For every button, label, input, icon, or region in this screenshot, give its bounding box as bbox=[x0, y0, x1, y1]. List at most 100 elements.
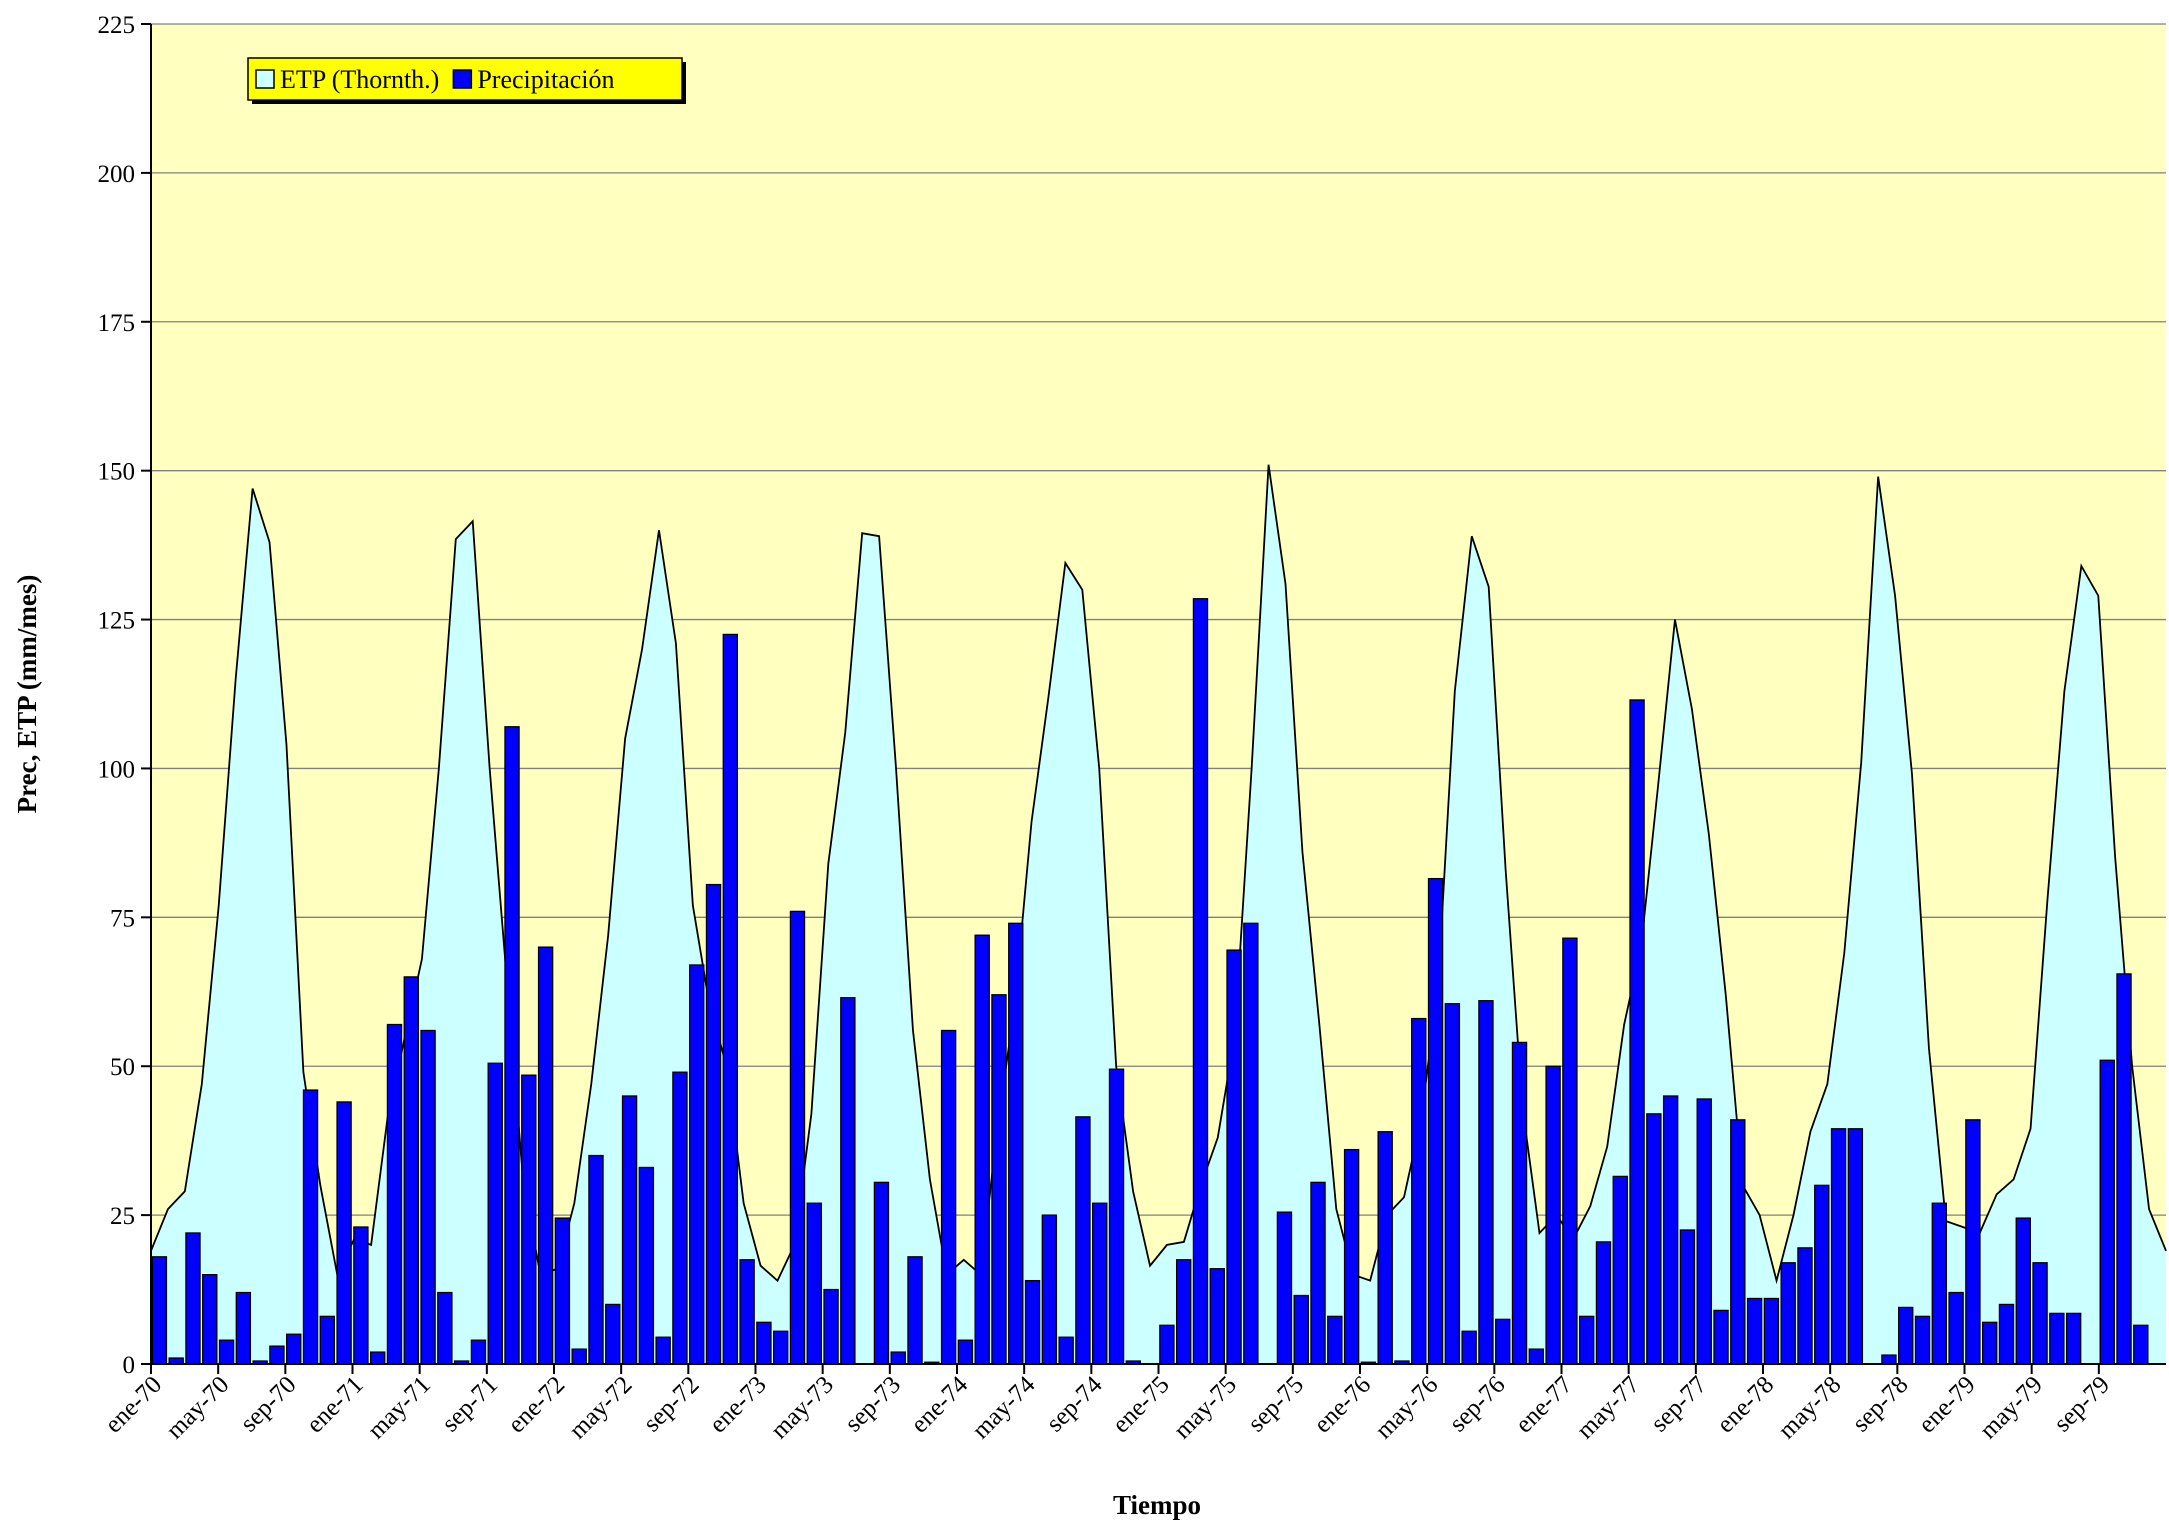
precip-bar bbox=[1780, 1262, 1796, 1365]
precip-bar bbox=[1679, 1229, 1696, 1365]
precip-bar bbox=[1814, 1184, 1830, 1365]
precip-bar bbox=[403, 976, 419, 1365]
precip-bar bbox=[319, 1315, 336, 1365]
precip-bar bbox=[286, 1333, 302, 1365]
precip-bar bbox=[1528, 1348, 1545, 1365]
precip-bar bbox=[235, 1291, 252, 1365]
precip-bar bbox=[1898, 1306, 1914, 1365]
precip-bar bbox=[470, 1339, 487, 1365]
precip-bar bbox=[185, 1232, 201, 1365]
precip-bar bbox=[1041, 1214, 1058, 1365]
precip-bar bbox=[1293, 1294, 1309, 1365]
precip-bar bbox=[218, 1339, 235, 1365]
precip-bar bbox=[940, 1029, 957, 1365]
y-tick-label: 75 bbox=[110, 905, 135, 932]
precip-bar bbox=[1830, 1128, 1847, 1365]
precip-bar bbox=[739, 1259, 755, 1365]
x-tick-label: sep-73 bbox=[840, 1371, 906, 1437]
precip-bar bbox=[302, 1089, 319, 1365]
y-tick-label: 175 bbox=[98, 310, 136, 337]
legend-label: ETP (Thornth.) bbox=[280, 65, 439, 94]
precip-bar bbox=[1948, 1291, 1964, 1365]
precip-bar bbox=[1713, 1309, 1729, 1365]
y-tick-label: 225 bbox=[98, 12, 136, 39]
x-tick-label: ene-72 bbox=[503, 1371, 570, 1438]
x-tick-label: sep-72 bbox=[638, 1371, 704, 1437]
precip-bar bbox=[1981, 1321, 1998, 1365]
precip-bar bbox=[823, 1288, 839, 1365]
x-tick-label: sep-77 bbox=[1646, 1371, 1712, 1437]
x-tick-label: may-70 bbox=[161, 1371, 234, 1444]
precip-bar bbox=[1730, 1119, 1746, 1365]
x-tick-label: may-72 bbox=[564, 1371, 637, 1444]
etp-line bbox=[150, 464, 2167, 1285]
precip-bar bbox=[1192, 598, 1209, 1365]
precip-bar bbox=[890, 1351, 906, 1365]
precip-bar bbox=[1092, 1202, 1108, 1365]
precip-bar bbox=[2049, 1312, 2065, 1365]
precip-bar bbox=[1629, 699, 1645, 1365]
y-tick-label: 125 bbox=[98, 608, 136, 635]
x-tick-label: may-74 bbox=[967, 1371, 1040, 1444]
precip-bar bbox=[873, 1181, 890, 1365]
precip-bar bbox=[336, 1101, 352, 1365]
precip-bar bbox=[437, 1291, 453, 1365]
precip-bar bbox=[672, 1071, 688, 1365]
precip-bar bbox=[269, 1345, 285, 1365]
precip-bar bbox=[1209, 1268, 1225, 1365]
legend-swatch bbox=[255, 69, 275, 89]
precip-bar bbox=[2116, 973, 2132, 1365]
precip-bar bbox=[1444, 1003, 1461, 1365]
precip-bar bbox=[907, 1256, 923, 1365]
x-tick-label: sep-76 bbox=[1444, 1371, 1510, 1437]
precip-bar bbox=[1343, 1148, 1360, 1365]
precip-bar bbox=[2032, 1262, 2048, 1365]
precip-bar bbox=[2065, 1312, 2082, 1365]
precip-bar bbox=[1612, 1175, 1628, 1365]
precip-bar bbox=[689, 964, 705, 1365]
precip-bar bbox=[1746, 1297, 1763, 1365]
precip-bar bbox=[1226, 949, 1242, 1365]
precip-bar bbox=[957, 1339, 974, 1365]
x-tick-label: ene-76 bbox=[1309, 1371, 1376, 1438]
x-tick-label: may-73 bbox=[766, 1371, 839, 1444]
precip-bar bbox=[1965, 1119, 1981, 1365]
precip-bar bbox=[1461, 1330, 1477, 1365]
precip-bar bbox=[1495, 1318, 1511, 1365]
x-tick-label: ene-77 bbox=[1511, 1371, 1578, 1438]
x-tick-label: may-76 bbox=[1370, 1371, 1443, 1444]
precip-bar bbox=[638, 1166, 655, 1365]
precip-bar bbox=[369, 1351, 386, 1365]
x-tick-label: may-75 bbox=[1169, 1371, 1242, 1444]
precip-bar bbox=[840, 997, 856, 1365]
precip-bar bbox=[554, 1217, 571, 1365]
precip-bar bbox=[2099, 1059, 2115, 1365]
precip-bar bbox=[1108, 1068, 1125, 1365]
x-tick-label: sep-70 bbox=[235, 1371, 301, 1437]
x-tick-label: may-78 bbox=[1773, 1371, 1846, 1444]
precip-bar bbox=[1024, 1279, 1041, 1365]
precip-bar bbox=[1646, 1113, 1662, 1365]
precip-bar bbox=[1478, 1000, 1494, 1365]
precip-bar bbox=[1243, 922, 1259, 1365]
precip-bar bbox=[1998, 1303, 2015, 1365]
precip-bar bbox=[1545, 1065, 1561, 1365]
x-tick-label: may-77 bbox=[1572, 1371, 1645, 1444]
precip-bar bbox=[504, 726, 520, 1365]
y-axis-title: Prec, ETP (mm/mes) bbox=[12, 575, 42, 814]
x-tick-label: ene-74 bbox=[906, 1371, 974, 1439]
x-tick-label: ene-73 bbox=[705, 1371, 772, 1438]
y-tick-label: 150 bbox=[98, 459, 136, 486]
precip-bar bbox=[353, 1226, 369, 1365]
precip-bar bbox=[1008, 922, 1024, 1365]
precip-bar bbox=[1578, 1315, 1595, 1365]
precip-bar bbox=[537, 946, 554, 1365]
precip-bar bbox=[1276, 1211, 1293, 1365]
precip-bar bbox=[1327, 1315, 1343, 1365]
legend-swatch bbox=[452, 69, 473, 89]
y-tick-label: 25 bbox=[110, 1203, 135, 1230]
precip-bar bbox=[722, 633, 739, 1365]
x-tick-label: may-71 bbox=[363, 1371, 436, 1444]
precip-bar bbox=[487, 1062, 503, 1365]
y-tick-label: 50 bbox=[110, 1054, 135, 1081]
